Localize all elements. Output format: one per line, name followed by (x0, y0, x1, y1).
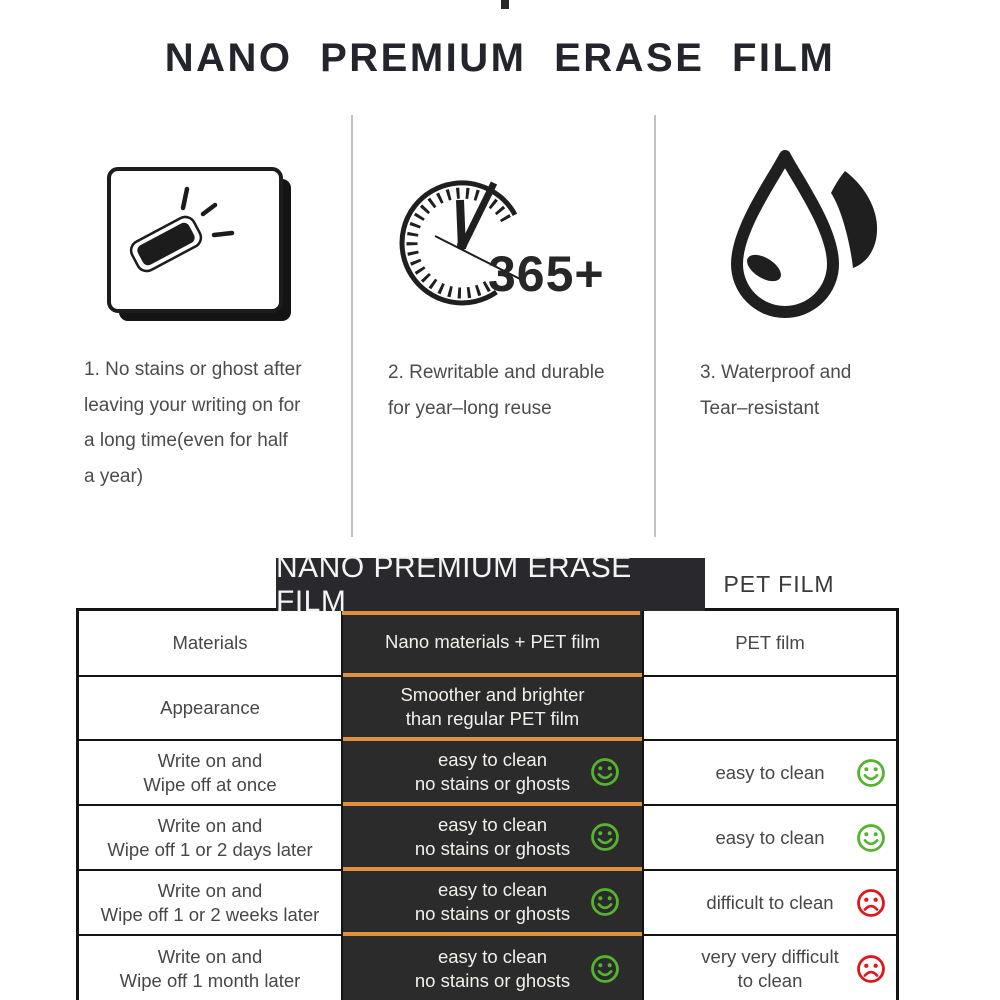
pet-cell-text: easy to clean (715, 761, 825, 783)
nano-cell: easy to clean no stains or ghosts (343, 871, 642, 936)
nano-cell-text: Nano materials + PET film (384, 631, 601, 652)
cropped-top-mark (501, 0, 509, 9)
orange-accent-strip (342, 610, 640, 615)
nano-cell: easy to clean no stains or ghosts (343, 806, 642, 871)
clock-365-icon: 365+ (388, 150, 632, 346)
pet-cell-text: PET film (735, 632, 805, 653)
nano-film-header: NANO PREMIUM ERASE FILM (276, 551, 705, 618)
feature-text-2: 2. Rewritable and durable for year–long … (388, 362, 605, 419)
happy-face-icon (857, 823, 885, 852)
nano-cell-text: easy to clean no stains or ghosts (414, 813, 571, 859)
nano-cell: easy to clean no stains or ghosts (343, 936, 642, 1000)
table-row-label: Materials (79, 611, 343, 677)
feature-text-1: 1. No stains or ghost after leaving your… (84, 359, 302, 487)
happy-face-icon (591, 887, 619, 916)
happy-face-icon (591, 955, 619, 983)
table-row-label: Write on and Wipe off 1 or 2 days later (79, 806, 343, 871)
whiteboard-eraser-icon (106, 166, 298, 326)
page-title: NANO PREMIUM ERASE FILM (164, 36, 836, 80)
nano-cell: easy to clean no stains or ghosts (343, 741, 642, 806)
nano-cell: Smoother and brighter than regular PET f… (343, 677, 642, 741)
happy-face-icon (591, 822, 619, 851)
nano-cell-text: Smoother and brighter than regular PET f… (400, 684, 585, 729)
pet-cell: PET film (642, 611, 896, 677)
nano-cell-text: easy to clean no stains or ghosts (414, 946, 571, 991)
pet-cell-text: easy to clean (715, 826, 825, 848)
feature-divider (654, 115, 656, 537)
pet-cell-text: very very difficult to clean (701, 946, 839, 991)
table-row-label: Write on and Wipe off 1 month later (79, 936, 343, 1000)
table-row-label: Write on and Wipe off 1 or 2 weeks later (79, 871, 343, 936)
comparison-table: Materials Nano materials + PET film PET … (76, 608, 899, 1000)
pet-cell: difficult to clean (642, 871, 896, 936)
nano-cell-text: easy to clean no stains or ghosts (414, 878, 571, 924)
table-row-label: Appearance (79, 677, 343, 741)
happy-face-icon (591, 757, 619, 786)
pet-cell: very very difficult to clean (642, 936, 896, 1000)
sad-face-icon (857, 888, 885, 917)
feature-text-3: 3. Waterproof and Tear–resistant (700, 362, 852, 419)
nano-cell: Nano materials + PET film (343, 611, 642, 677)
pet-cell: easy to clean (642, 741, 896, 806)
pet-film-header: PET FILM (723, 571, 835, 597)
table-row-label: Write on and Wipe off at once (79, 741, 343, 806)
badge-365: 365+ (488, 246, 605, 302)
pet-cell: easy to clean (642, 806, 896, 871)
feature-divider (351, 115, 353, 537)
water-drops-icon (704, 144, 894, 324)
nano-cell-text: easy to clean no stains or ghosts (414, 748, 571, 794)
pet-cell (642, 677, 896, 741)
pet-cell-text: difficult to clean (706, 891, 834, 913)
happy-face-icon (857, 758, 885, 787)
sad-face-icon (857, 955, 885, 983)
